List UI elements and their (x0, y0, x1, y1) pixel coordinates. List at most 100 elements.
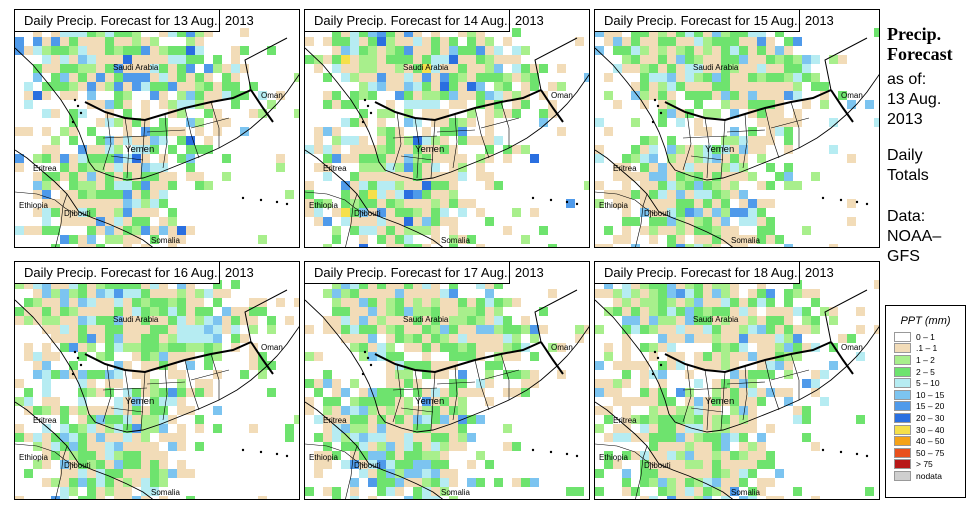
precip-cell (159, 325, 168, 334)
precip-cell (42, 379, 51, 388)
precip-cell (676, 199, 685, 208)
precip-cell (449, 91, 458, 100)
precip-cell (24, 100, 33, 109)
precip-cell (386, 460, 395, 469)
precip-cell (874, 325, 879, 334)
precip-cell (748, 469, 757, 478)
precip-cell (766, 316, 775, 325)
precip-cell (332, 379, 341, 388)
precip-cell (141, 298, 150, 307)
precip-cell (323, 217, 332, 226)
precip-cell (78, 163, 87, 172)
precip-cell (739, 388, 748, 397)
precip-cell (431, 64, 440, 73)
precip-cell (413, 451, 422, 460)
precip-cell (177, 388, 186, 397)
precip-cell (476, 82, 485, 91)
precip-cell (141, 190, 150, 199)
precip-cell (377, 109, 386, 118)
precip-cell (395, 37, 404, 46)
yemen-oman-border (250, 341, 274, 375)
precip-cell (431, 280, 440, 289)
precip-cell (114, 181, 123, 190)
precip-cell (640, 379, 649, 388)
precip-cell (69, 325, 78, 334)
precip-cell (404, 154, 413, 163)
precip-cell (730, 37, 739, 46)
precip-cell (820, 82, 829, 91)
governorate-border (764, 359, 780, 411)
precip-cell (195, 127, 204, 136)
precip-cell (721, 280, 730, 289)
precip-cell (87, 478, 96, 487)
precip-cell (658, 163, 667, 172)
precip-cell (622, 298, 631, 307)
precip-cell (739, 244, 748, 247)
precip-cell (874, 280, 879, 289)
precip-cell (658, 64, 667, 73)
precip-cell (431, 424, 440, 433)
precip-cell (730, 289, 739, 298)
precip-cell (168, 46, 177, 55)
precip-cell (640, 28, 649, 37)
precip-cell (33, 280, 42, 289)
precip-cell (712, 289, 721, 298)
precip-cell (332, 136, 341, 145)
precip-cell (368, 406, 377, 415)
precip-cell (42, 370, 51, 379)
precip-cell (721, 91, 730, 100)
precip-cell (395, 298, 404, 307)
precip-cell (33, 64, 42, 73)
precip-cell (267, 361, 276, 370)
precip-cell (667, 361, 676, 370)
precip-cell (87, 298, 96, 307)
precip-cell (649, 154, 658, 163)
precip-cell (78, 280, 87, 289)
precip-cell (186, 73, 195, 82)
precip-cell (467, 28, 476, 37)
precip-cell (631, 37, 640, 46)
precip-cell (485, 109, 494, 118)
precip-cell (694, 64, 703, 73)
precip-cell (676, 424, 685, 433)
precip-cell (676, 415, 685, 424)
precip-cell (141, 478, 150, 487)
legend-swatch (894, 331, 911, 342)
precip-cell (676, 280, 685, 289)
island (565, 200, 569, 204)
precip-cell (87, 289, 96, 298)
precip-cell (422, 244, 431, 247)
precip-cell (395, 64, 404, 73)
precip-cell (503, 82, 512, 91)
governorate-border (392, 111, 402, 171)
precip-cell (604, 415, 613, 424)
precip-cell (186, 46, 195, 55)
eritrea-label: Eritrea (613, 416, 637, 425)
precip-cell (739, 316, 748, 325)
precip-cell (123, 181, 132, 190)
precip-cell (222, 91, 231, 100)
precip-cell (730, 352, 739, 361)
precip-cell (739, 352, 748, 361)
precip-cell (730, 460, 739, 469)
precip-cell (78, 307, 87, 316)
precip-cell (404, 424, 413, 433)
governorate-border (726, 129, 766, 133)
precip-cell (703, 127, 712, 136)
precip-cell (739, 370, 748, 379)
precip-cell (332, 316, 341, 325)
precip-cell (323, 451, 332, 460)
precip-cell (404, 451, 413, 460)
precip-cell (368, 37, 377, 46)
precip-cell (177, 235, 186, 244)
precip-cell (440, 64, 449, 73)
precip-cell (467, 91, 476, 100)
precip-cell (757, 73, 766, 82)
governorate-border (500, 101, 510, 148)
precip-cell (341, 334, 350, 343)
precip-cell (449, 163, 458, 172)
precip-cell (323, 316, 332, 325)
precip-cell (404, 37, 413, 46)
precip-cell (123, 127, 132, 136)
precip-cell (649, 208, 658, 217)
